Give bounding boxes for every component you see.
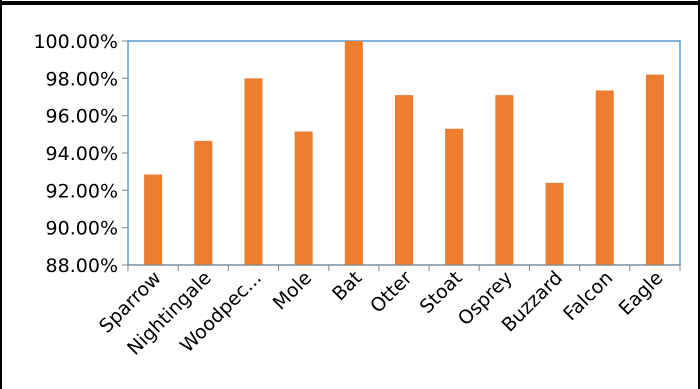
x-category-label: Mole xyxy=(269,267,316,314)
y-tick-label: 92.00% xyxy=(46,180,118,202)
x-category-label: Bat xyxy=(328,267,366,305)
bars xyxy=(144,41,664,265)
y-tick-label: 88.00% xyxy=(46,255,118,277)
bar-mole xyxy=(294,131,313,265)
bar-sparrow xyxy=(144,174,163,265)
bar-otter xyxy=(395,95,413,265)
bar-nightingale xyxy=(194,140,213,265)
y-tick-label: 94.00% xyxy=(46,143,118,165)
x-category-label: Otter xyxy=(366,267,417,318)
bar-eagle xyxy=(645,74,664,265)
y-axis: 88.00% 90.00% 92.00% 94.00% 96.00% 98.00% 100.… xyxy=(33,31,128,277)
bar-woodpec xyxy=(244,78,263,265)
y-tick-label: 98.00% xyxy=(46,68,118,90)
bar-falcon xyxy=(595,90,614,265)
bar-stoat xyxy=(445,128,464,265)
x-category-label: Falcon xyxy=(559,267,617,325)
bar-osprey xyxy=(495,95,514,265)
x-category-label: Eagle xyxy=(615,267,668,320)
bar-bat xyxy=(344,41,363,265)
bar-buzzard xyxy=(545,182,564,265)
y-tick-label: 96.00% xyxy=(46,106,118,128)
y-tick-label: 100.00% xyxy=(33,31,118,53)
y-tick-label: 90.00% xyxy=(46,218,118,240)
